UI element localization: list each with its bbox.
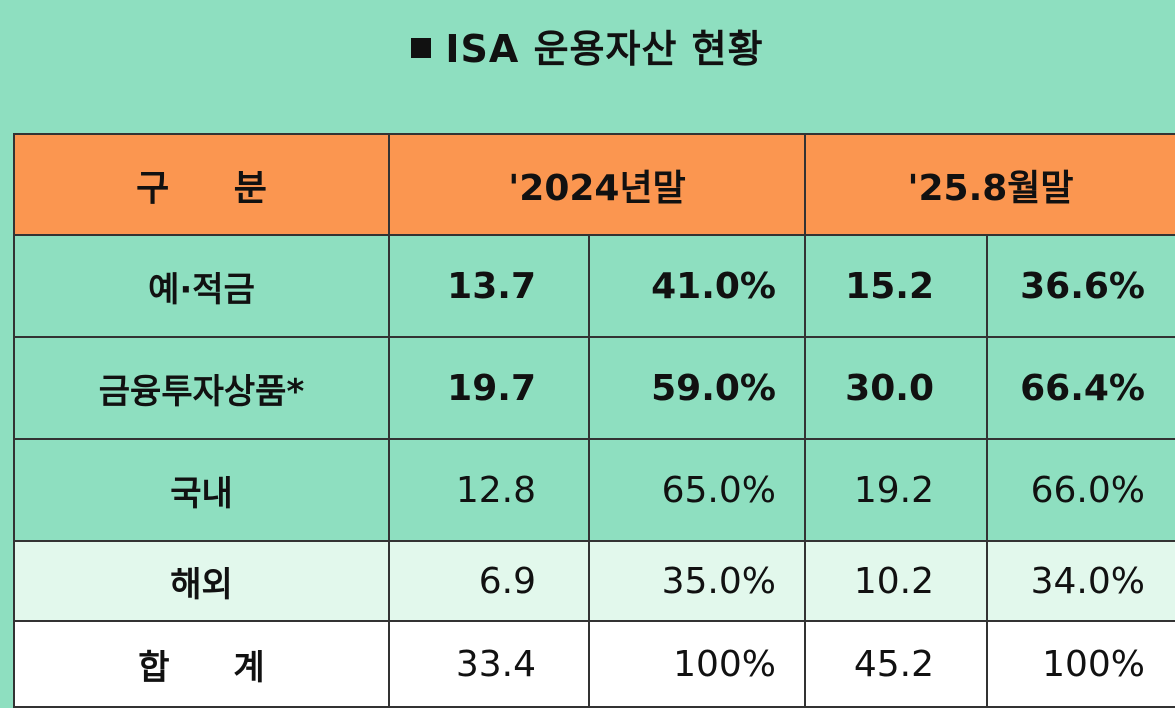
cell-share-2024: 100% — [588, 620, 806, 708]
cell-amount-2025: 10.2 — [804, 540, 988, 622]
header-category: 구 분 — [13, 133, 390, 236]
row-label: 해외 — [13, 540, 390, 622]
header-period-2025-08: '25.8월말 — [804, 133, 1175, 236]
cell-amount-2024: 12.8 — [388, 438, 590, 542]
table-row-total: 합 계 33.4 100% 45.2 100% — [13, 620, 1175, 708]
cell-share-2024: 59.0% — [588, 336, 806, 440]
cell-amount-2024: 33.4 — [388, 620, 590, 708]
cell-amount-2025: 15.2 — [804, 234, 988, 338]
page-title-text: ISA 운용자산 현황 — [445, 27, 764, 71]
page-title: ISA 운용자산 현황 — [0, 18, 1175, 73]
cell-share-2024: 41.0% — [588, 234, 806, 338]
cell-share-2024: 35.0% — [588, 540, 806, 622]
cell-amount-2024: 19.7 — [388, 336, 590, 440]
cell-amount-2024: 6.9 — [388, 540, 590, 622]
table-row-deposits: 예·적금 13.7 41.0% 15.2 36.6% — [13, 234, 1175, 338]
row-label: 금융투자상품* — [13, 336, 390, 440]
cell-share-2025: 66.4% — [986, 336, 1175, 440]
isa-assets-table: 구 분 '2024년말 '25.8월말 예·적금 13.7 41.0% 15.2… — [13, 133, 1175, 708]
row-label: 합 계 — [13, 620, 390, 708]
cell-amount-2025: 45.2 — [804, 620, 988, 708]
cell-amount-2025: 30.0 — [804, 336, 988, 440]
cell-amount-2024: 13.7 — [388, 234, 590, 338]
row-label: 국내 — [13, 438, 390, 542]
cell-amount-2025: 19.2 — [804, 438, 988, 542]
table-row-domestic: 국내 12.8 65.0% 19.2 66.0% — [13, 438, 1175, 542]
cell-share-2025: 100% — [986, 620, 1175, 708]
header-period-2024: '2024년말 — [388, 133, 806, 236]
cell-share-2025: 66.0% — [986, 438, 1175, 542]
table-row-investment-products: 금융투자상품* 19.7 59.0% 30.0 66.4% — [13, 336, 1175, 440]
cell-share-2024: 65.0% — [588, 438, 806, 542]
table-row-overseas: 해외 6.9 35.0% 10.2 34.0% — [13, 540, 1175, 622]
cell-share-2025: 34.0% — [986, 540, 1175, 622]
cell-share-2025: 36.6% — [986, 234, 1175, 338]
row-label: 예·적금 — [13, 234, 390, 338]
table-header-row: 구 분 '2024년말 '25.8월말 — [13, 133, 1175, 236]
square-bullet-icon — [411, 38, 432, 58]
